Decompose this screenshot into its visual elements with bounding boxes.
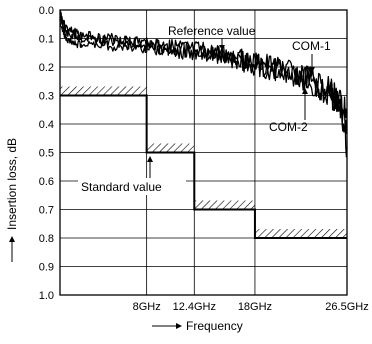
x-tick-label: 8GHz <box>133 301 161 313</box>
y-tick-label: 0.2 <box>39 62 54 74</box>
y-tick-label: 0.7 <box>39 205 54 217</box>
y-tick-label: 0.5 <box>39 148 54 160</box>
series-lines <box>59 9 348 158</box>
y-tick-label: 1.0 <box>39 290 54 302</box>
x-tick-label: 18GHz <box>238 301 272 313</box>
annotation-standard-value: Standard value <box>81 180 162 194</box>
y-tick-label: 0.0 <box>39 5 54 17</box>
standard-value-hatch <box>60 86 347 238</box>
y-tick-label: 0.6 <box>39 176 54 188</box>
y-tick-label: 0.3 <box>39 91 54 103</box>
com-2-arrowhead <box>302 88 308 94</box>
standard-value-band <box>254 229 347 238</box>
y-tick-labels: 0.0 0.1 0.2 0.3 0.4 0.5 0.6 0.7 0.8 0.9 1.0 <box>39 5 54 302</box>
series-line-reference-value <box>59 9 348 119</box>
annotation-com-1: COM-1 <box>292 39 331 53</box>
series-line-com-1 <box>59 15 348 158</box>
reference-value-arrowhead <box>219 45 225 50</box>
annotation-reference-value: Reference value <box>168 24 256 38</box>
y-tick-label: 0.1 <box>39 34 54 46</box>
series-line-com-2 <box>59 19 348 135</box>
x-tick-labels: 8GHz 12.4GHz 18GHz 26.5GHz <box>133 301 369 313</box>
standard-value-line <box>60 94 347 239</box>
x-axis-arrowhead <box>176 323 182 329</box>
standard-value-step-line <box>60 94 347 239</box>
y-axis-title: Insertion loss, dB <box>5 138 19 230</box>
y-axis-title-group: Insertion loss, dB <box>5 138 19 262</box>
y-axis-arrowhead <box>9 236 15 242</box>
standard-value-label-bg <box>78 178 186 195</box>
y-tick-label: 0.9 <box>39 262 54 274</box>
plot-frame <box>59 9 348 296</box>
com-1-arrowhead <box>309 67 315 73</box>
standard-value-band <box>194 200 255 210</box>
y-tick-label: 0.4 <box>39 119 54 131</box>
standard-value-band <box>60 86 147 96</box>
x-tick-label: 12.4GHz <box>173 301 216 313</box>
annotation-com-2: COM-2 <box>269 120 308 134</box>
standard-value-band <box>146 143 195 153</box>
standard-value-arrowhead <box>147 156 153 162</box>
x-axis-title: Frequency <box>186 319 243 333</box>
y-tick-label: 0.8 <box>39 233 54 245</box>
x-tick-label: 26.5GHz <box>325 301 368 313</box>
